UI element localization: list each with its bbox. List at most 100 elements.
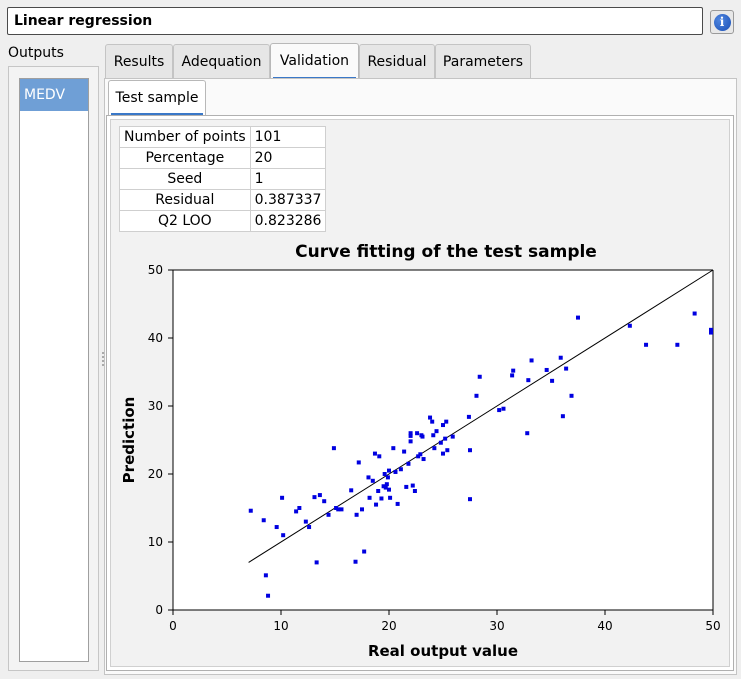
data-point	[303, 519, 308, 524]
tab-results[interactable]: Results	[105, 44, 173, 78]
data-point	[432, 446, 437, 451]
data-point	[550, 378, 555, 383]
y-tick-label: 20	[148, 467, 163, 481]
data-point	[421, 457, 426, 462]
table-row: Percentage 20	[119, 147, 327, 169]
y-tick-label: 30	[148, 399, 163, 413]
data-point	[376, 489, 381, 493]
data-point	[266, 593, 271, 598]
table-row: Seed 1	[119, 168, 327, 190]
y-tick-label: 50	[148, 263, 163, 277]
outputs-item-medv[interactable]: MEDV	[20, 79, 88, 111]
data-point	[445, 448, 450, 453]
tab-residual[interactable]: Residual	[359, 44, 435, 78]
data-point	[468, 448, 472, 453]
x-tick-label: 0	[169, 619, 177, 633]
data-point	[312, 495, 317, 500]
data-point	[441, 423, 445, 428]
x-tick-label: 30	[489, 619, 504, 633]
data-point	[377, 454, 382, 459]
model-title-field[interactable]: Linear regression	[7, 7, 703, 35]
data-point	[349, 488, 354, 493]
data-point	[395, 501, 400, 506]
data-point	[382, 472, 387, 476]
data-point	[441, 451, 445, 456]
param-key: Seed	[119, 168, 251, 190]
data-point	[367, 495, 372, 500]
param-value: 0.387337	[249, 189, 327, 211]
data-point	[525, 431, 530, 436]
data-point	[450, 434, 455, 439]
data-point	[383, 485, 388, 490]
data-point	[709, 327, 713, 332]
y-tick-label: 40	[148, 331, 163, 345]
data-point	[393, 469, 398, 474]
data-point	[644, 342, 649, 347]
data-point	[366, 475, 371, 480]
y-axis-label: Prediction	[120, 397, 138, 484]
param-key: Residual	[119, 189, 251, 211]
data-point	[416, 454, 421, 459]
outputs-list[interactable]: MEDV	[19, 78, 89, 662]
data-point	[339, 507, 344, 512]
data-point	[317, 493, 322, 498]
subtab-test-sample[interactable]: Test sample	[108, 80, 206, 115]
outputs-label: Outputs	[8, 45, 64, 61]
data-point	[477, 374, 482, 379]
validation-parameters-table: Number of points 101 Percentage 20 Seed …	[119, 126, 327, 232]
data-point	[379, 496, 384, 501]
info-button[interactable]: i	[710, 10, 734, 34]
data-point	[444, 419, 449, 424]
tab-validation[interactable]: Validation	[270, 43, 359, 79]
data-point	[510, 373, 515, 378]
x-axis-label: Real output value	[368, 642, 518, 660]
param-key: Number of points	[119, 126, 251, 148]
splitter-handle[interactable]	[102, 352, 104, 368]
data-point	[428, 415, 433, 420]
table-row: Q2 LOO 0.823286	[119, 210, 327, 232]
data-point	[248, 508, 253, 513]
data-point	[356, 460, 361, 465]
fit-line	[248, 269, 714, 563]
data-point	[418, 452, 423, 457]
data-point	[281, 533, 286, 538]
data-point	[408, 431, 413, 436]
data-point	[322, 499, 327, 504]
data-point	[431, 433, 436, 438]
tab-parameters[interactable]: Parameters	[435, 44, 531, 78]
data-point	[468, 497, 472, 502]
data-point	[374, 502, 379, 507]
data-point	[274, 525, 279, 530]
data-point	[314, 560, 319, 565]
data-point	[466, 414, 471, 419]
data-point	[406, 461, 411, 466]
param-value: 0.823286	[249, 210, 327, 232]
tab-adequation[interactable]: Adequation	[173, 44, 270, 78]
data-point	[263, 573, 268, 578]
data-point	[387, 468, 391, 473]
param-value: 101	[249, 126, 327, 148]
data-point	[544, 367, 549, 372]
data-point	[387, 487, 391, 492]
param-value: 20	[249, 147, 327, 169]
chart-title: Curve fitting of the test sample	[295, 242, 597, 262]
data-point	[334, 506, 339, 510]
data-point	[434, 429, 439, 434]
data-point	[408, 439, 413, 444]
data-point	[675, 342, 680, 347]
data-point	[529, 358, 534, 363]
data-point	[372, 451, 377, 456]
data-point	[362, 549, 367, 554]
data-point	[408, 433, 413, 438]
param-key: Percentage	[119, 147, 251, 169]
data-point	[430, 419, 435, 424]
data-point	[280, 495, 285, 500]
data-point	[307, 525, 312, 530]
data-point	[294, 509, 299, 514]
data-point	[511, 368, 516, 373]
y-tick-label: 10	[148, 535, 163, 549]
table-row: Residual 0.387337	[119, 189, 327, 211]
data-point	[388, 495, 393, 500]
data-point	[569, 393, 574, 398]
data-point	[326, 512, 331, 517]
